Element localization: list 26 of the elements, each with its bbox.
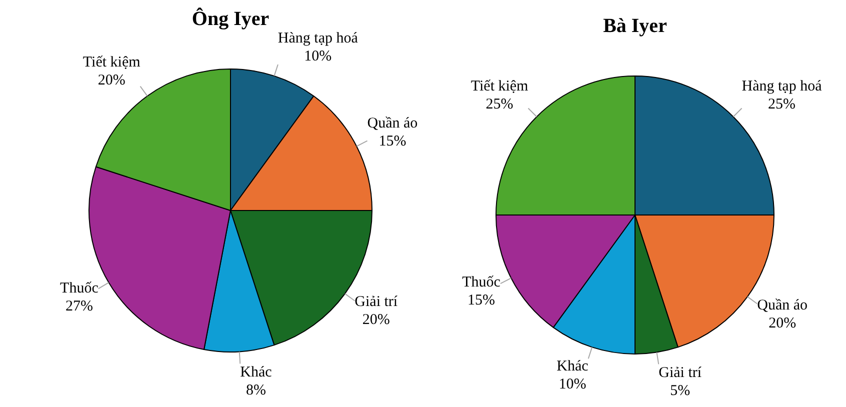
data-label: 15%	[378, 134, 406, 150]
slice-label: Quần áo	[367, 116, 418, 132]
slice-label: Quần áo	[757, 297, 808, 314]
chart-title: Bà Iyer	[603, 15, 668, 38]
data-label: 25%	[486, 96, 514, 112]
slice-label: Hàng tạp hoá	[742, 78, 822, 94]
slice-label: Giải trí	[354, 294, 398, 310]
data-label: 20%	[98, 72, 126, 89]
chart-title: Ông Iyer	[192, 7, 270, 30]
data-label: 8%	[246, 382, 266, 399]
data-label: 20%	[362, 312, 390, 328]
slice-label: Khác	[240, 364, 272, 381]
data-label: 25%	[768, 96, 796, 112]
slice-label: Giải trí	[658, 364, 702, 381]
slice-label: Tiết kiệm	[470, 78, 529, 94]
slice-label: Hàng tạp hoá	[278, 30, 358, 46]
data-label: 20%	[768, 315, 796, 332]
data-label: 27%	[65, 298, 93, 315]
data-label: 10%	[304, 48, 332, 64]
slice-label: Tiết kiệm	[82, 54, 141, 71]
slice-label: Thuốc	[462, 274, 501, 291]
slice-label: Thuốc	[60, 280, 99, 297]
data-label: 5%	[670, 382, 690, 399]
data-label: 15%	[468, 292, 496, 309]
slice-label: Khác	[556, 358, 589, 375]
data-label: 10%	[558, 376, 586, 393]
